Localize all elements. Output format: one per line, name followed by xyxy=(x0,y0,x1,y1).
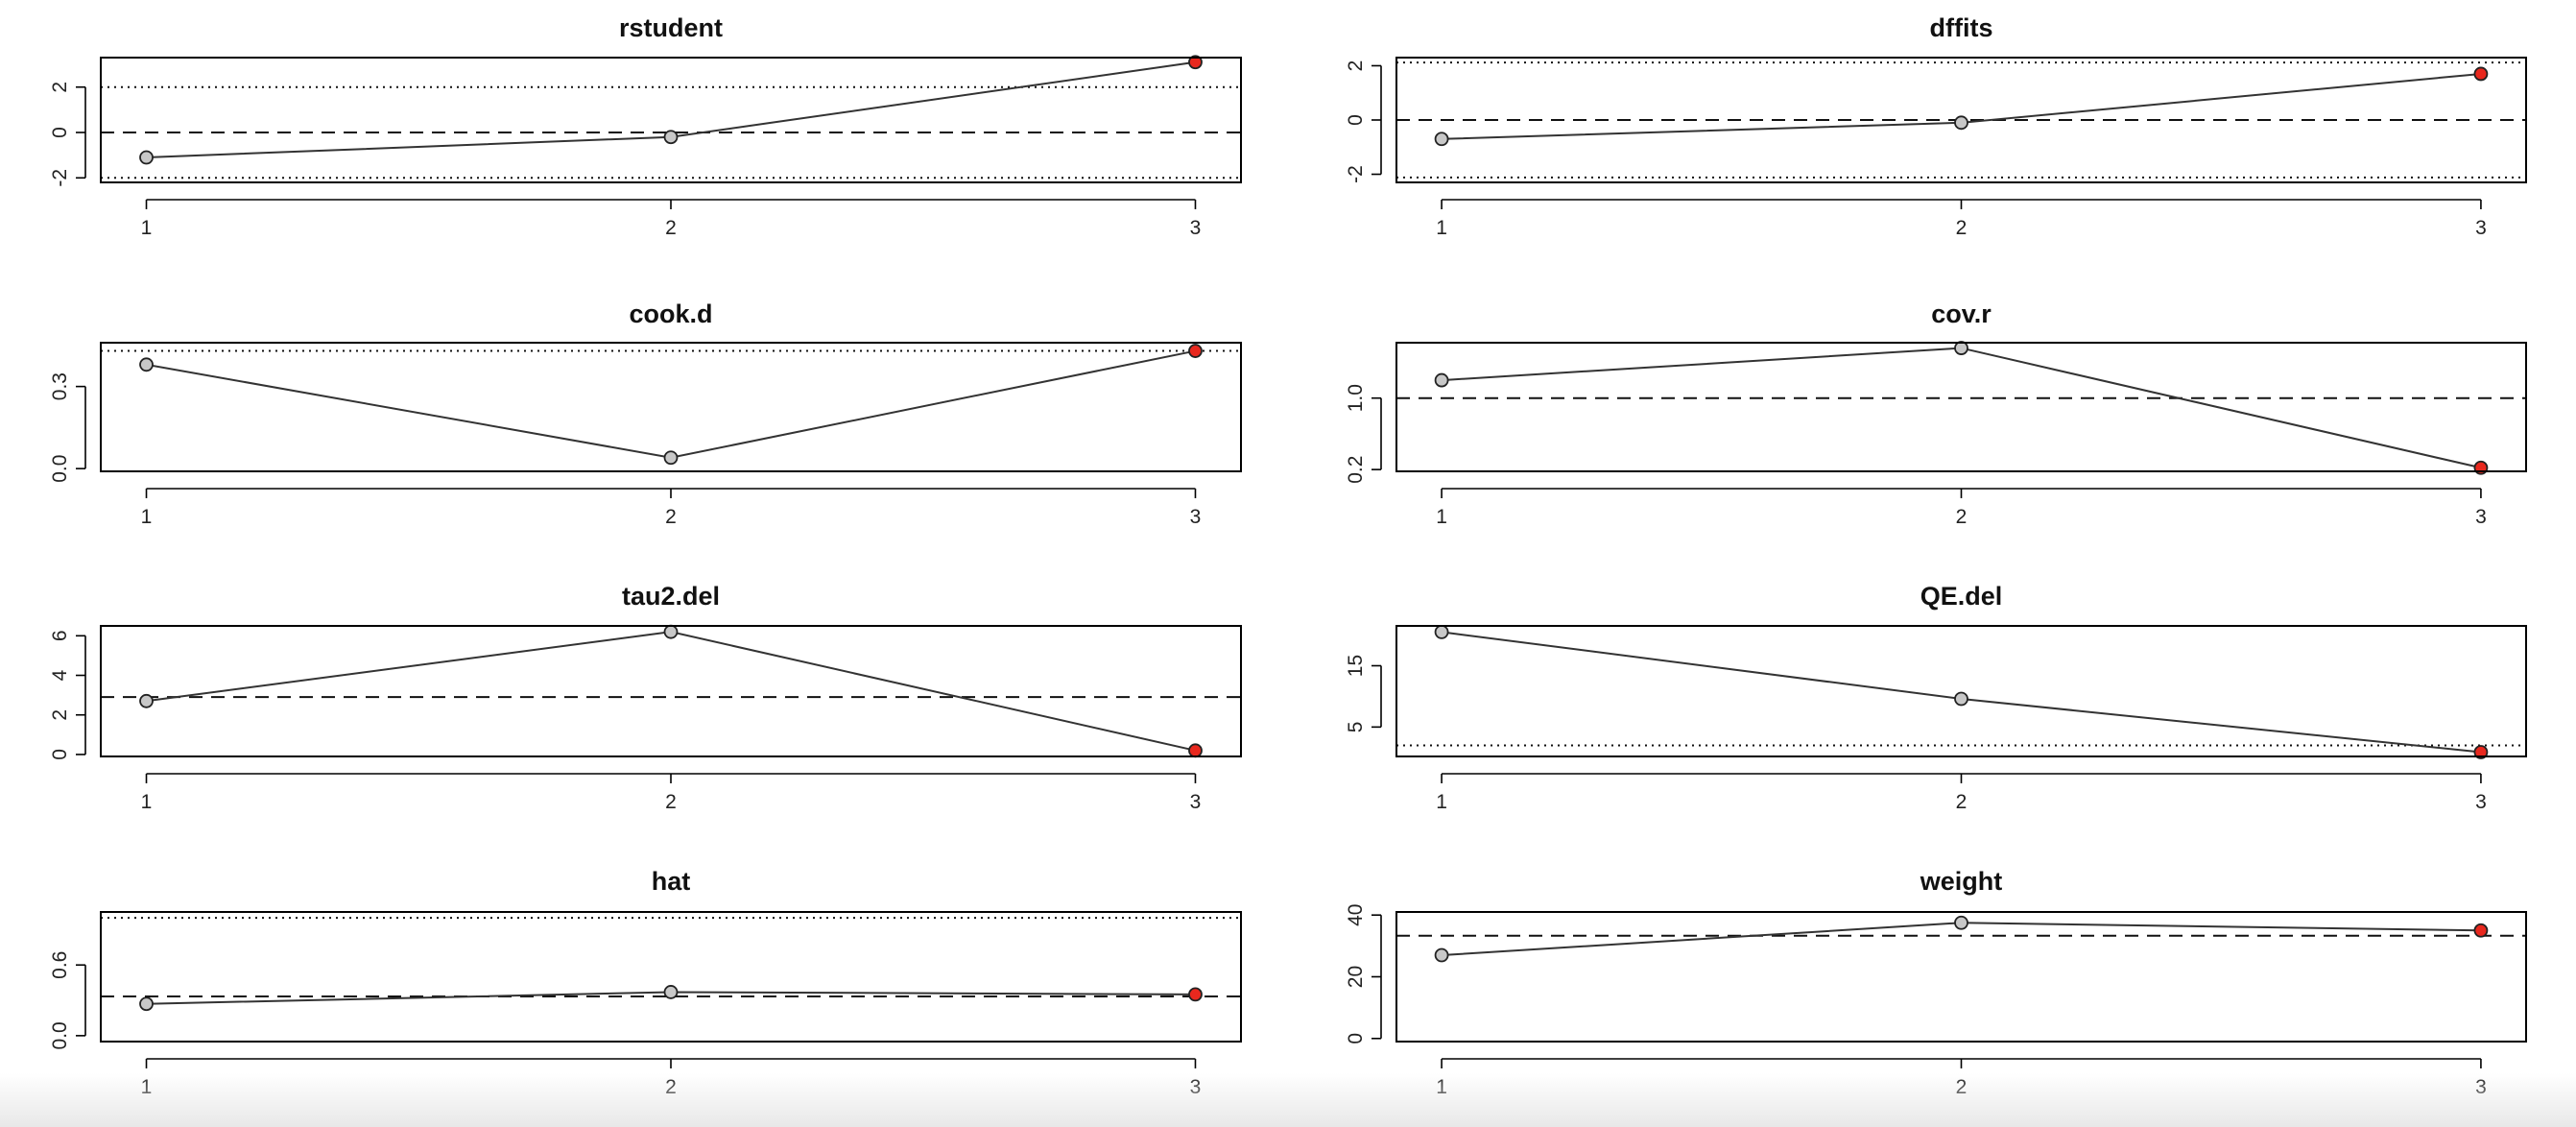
series-line xyxy=(146,631,1196,752)
x-tick-label: 2 xyxy=(1956,217,1968,239)
plot-frame xyxy=(1395,342,2527,472)
data-point xyxy=(663,130,679,145)
highlighted-point xyxy=(1188,987,1203,1002)
y-tick-label: -2 xyxy=(49,169,71,187)
panel-rstudent: rstudent 1 2 3 -2 0 2 xyxy=(49,13,1242,239)
panel-title: dffits xyxy=(1930,13,1993,42)
plot-frame xyxy=(1395,57,2527,183)
data-point xyxy=(1954,691,1968,707)
y-tick-label: 2 xyxy=(49,82,71,93)
panel-cov-r: cov.r 1 2 3 0.2 1.0 xyxy=(1345,300,2527,528)
y-tick-label: 0 xyxy=(49,127,71,138)
data-point xyxy=(663,985,679,999)
x-tick-label: 1 xyxy=(141,1076,153,1098)
data-point xyxy=(139,996,154,1012)
x-tick-label: 1 xyxy=(1436,506,1447,528)
x-tick-label: 2 xyxy=(1956,791,1968,813)
y-tick-label: 40 xyxy=(1345,904,1367,926)
y-tick-label: 6 xyxy=(49,630,71,641)
panel-dffits: dffits 1 2 3 -2 0 2 xyxy=(1345,13,2527,239)
data-point xyxy=(1954,341,1968,355)
series-line xyxy=(1442,347,2482,469)
highlighted-point xyxy=(2473,745,2489,759)
x-tick-label: 2 xyxy=(1956,506,1968,528)
data-point xyxy=(1434,132,1449,147)
panel-hat: hat 1 2 3 0.0 0.6 xyxy=(49,867,1242,1098)
y-tick-label: 0 xyxy=(1345,114,1367,126)
y-tick-label: 0.6 xyxy=(49,951,71,979)
x-tick-label: 3 xyxy=(1190,506,1202,528)
y-tick-label: 0.3 xyxy=(49,372,71,400)
y-tick-label: 0 xyxy=(49,749,71,760)
x-tick-label: 1 xyxy=(1436,791,1447,813)
y-tick-label: 0.0 xyxy=(49,455,71,483)
data-point xyxy=(663,624,679,639)
x-tick-label: 3 xyxy=(2475,791,2487,813)
y-tick-label: 0 xyxy=(1345,1033,1367,1044)
y-tick-label: -2 xyxy=(1345,165,1367,183)
plot-frame xyxy=(1395,911,2527,1043)
x-tick-label: 2 xyxy=(665,506,677,528)
plot-frame xyxy=(100,342,1242,472)
y-tick-label: 0.0 xyxy=(49,1021,71,1049)
panel-title: rstudent xyxy=(619,13,723,42)
data-point xyxy=(663,450,679,466)
data-point xyxy=(139,357,154,372)
x-tick-label: 1 xyxy=(141,506,153,528)
x-tick-label: 1 xyxy=(1436,217,1447,239)
x-tick-label: 1 xyxy=(141,791,153,813)
x-tick-label: 3 xyxy=(2475,1076,2487,1098)
data-point xyxy=(1434,372,1449,388)
y-tick-label: 1.0 xyxy=(1345,384,1367,412)
y-tick-label: 20 xyxy=(1345,966,1367,988)
plot-frame xyxy=(1395,625,2527,757)
y-tick-label: 2 xyxy=(49,709,71,721)
data-point xyxy=(1954,915,1968,930)
panel-weight: weight 1 2 3 0 20 40 xyxy=(1345,867,2527,1098)
x-tick-label: 3 xyxy=(2475,506,2487,528)
panel-title: cov.r xyxy=(1931,300,1992,328)
x-tick-label: 3 xyxy=(2475,217,2487,239)
panel-title: QE.del xyxy=(1920,582,2003,611)
x-tick-label: 2 xyxy=(665,1076,677,1098)
panel-tau2-del: tau2.del 1 2 3 0 2 4 6 xyxy=(49,582,1242,813)
plot-frame xyxy=(100,625,1242,757)
x-tick-label: 2 xyxy=(665,791,677,813)
series-line xyxy=(146,349,1196,459)
plot-frame xyxy=(100,911,1242,1043)
y-tick-label: 5 xyxy=(1345,722,1367,733)
y-tick-label: 4 xyxy=(49,669,71,681)
data-point xyxy=(1954,115,1968,131)
x-tick-label: 3 xyxy=(1190,1076,1202,1098)
data-point xyxy=(139,150,154,165)
y-tick-label: 0.2 xyxy=(1345,456,1367,484)
panel-title: cook.d xyxy=(629,300,712,328)
x-tick-label: 1 xyxy=(141,217,153,239)
data-point xyxy=(1434,624,1449,639)
plot-frame xyxy=(100,57,1242,183)
x-tick-label: 1 xyxy=(1436,1076,1447,1098)
panel-qe-del: QE.del 1 2 3 5 15 xyxy=(1345,582,2527,813)
data-point xyxy=(139,693,154,708)
panel-title: weight xyxy=(1920,867,2003,896)
x-tick-label: 3 xyxy=(1190,791,1202,813)
highlighted-point xyxy=(2473,66,2489,82)
highlighted-point xyxy=(1188,344,1203,358)
panel-title: tau2.del xyxy=(622,582,720,611)
x-tick-label: 3 xyxy=(1190,217,1202,239)
data-point xyxy=(1434,947,1449,963)
highlighted-point xyxy=(1188,743,1203,758)
y-tick-label: 15 xyxy=(1345,655,1367,677)
panel-title: hat xyxy=(652,867,691,896)
x-tick-label: 2 xyxy=(1956,1076,1968,1098)
x-tick-label: 2 xyxy=(665,217,677,239)
y-tick-label: 2 xyxy=(1345,60,1367,72)
panel-cook-d: cook.d 1 2 3 0.0 0.3 xyxy=(49,300,1242,528)
highlighted-point xyxy=(1188,55,1203,70)
highlighted-point xyxy=(2473,923,2489,938)
